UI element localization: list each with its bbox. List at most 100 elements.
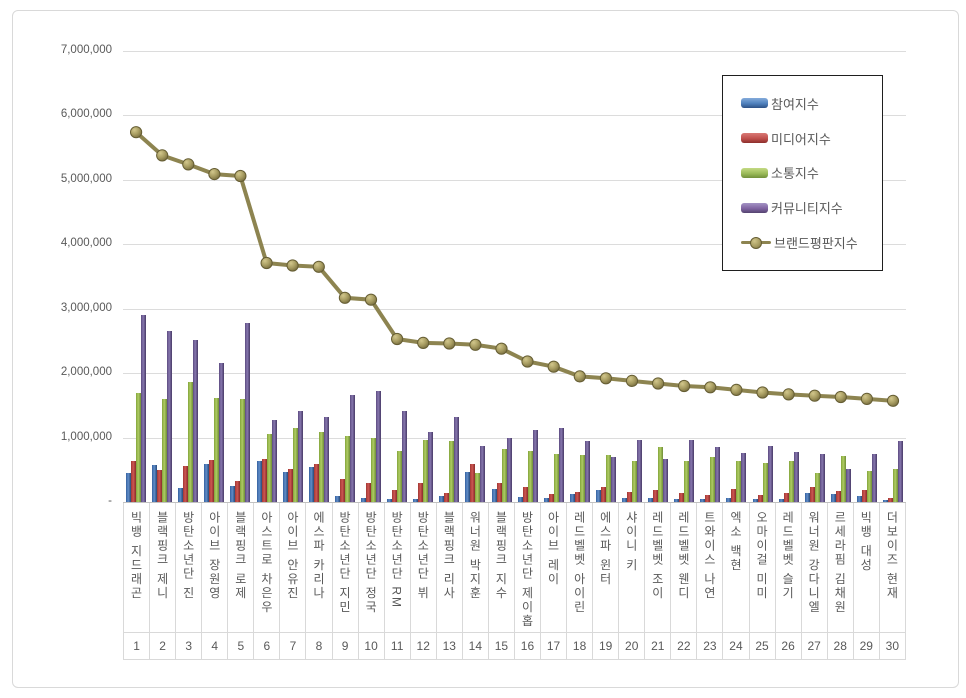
category-cell: 블랙핑크 리사 13: [436, 503, 463, 659]
category-cell: 블랙핑크 로제 5: [228, 503, 255, 659]
legend-item-brand-index: 브랜드평판지수: [741, 233, 882, 252]
category-rank: 6: [263, 639, 271, 653]
bar-커뮤니티지수-rank6: [271, 420, 277, 502]
category-rank: 26: [781, 639, 795, 653]
bar-커뮤니티지수-rank21: [663, 458, 669, 502]
bar-참여지수-rank28: [830, 493, 836, 502]
bar-참여지수-rank12: [413, 498, 419, 502]
bar-미디어지수-rank28: [835, 491, 841, 502]
bar-커뮤니티지수-rank4: [219, 362, 225, 502]
bar-소통지수-rank4: [214, 397, 220, 502]
line-marker-rank15: [495, 342, 508, 355]
bar-소통지수-rank25: [762, 463, 768, 502]
category-cell: 빅뱅 지드래곤 1: [123, 503, 151, 659]
bar-미디어지수-rank17: [548, 493, 554, 502]
bar-소통지수-rank1: [136, 392, 142, 502]
bar-미디어지수-rank16: [522, 486, 528, 502]
bar-미디어지수-rank12: [418, 483, 424, 502]
category-name: 아이브 레이: [541, 503, 567, 633]
category-name: 방탄소년단 지민: [332, 503, 358, 633]
line-marker-rank8: [312, 260, 325, 273]
bar-소통지수-rank19: [605, 455, 611, 502]
category-name: 빅뱅 지드래곤: [124, 503, 150, 633]
bar-참여지수-rank6: [256, 461, 262, 502]
bar-참여지수-rank21: [648, 498, 654, 502]
bar-소통지수-rank11: [397, 450, 403, 502]
line-marker-rank24: [730, 383, 743, 396]
bar-커뮤니티지수-rank1: [141, 314, 147, 502]
category-cell: 아이브 레이 17: [541, 503, 568, 659]
gridline: [123, 115, 906, 117]
category-rank: 5: [237, 639, 245, 653]
category-name: 아이브 안유진: [280, 503, 306, 633]
category-rank: 25: [755, 639, 769, 653]
category-rank: 3: [185, 639, 192, 653]
bar-커뮤니티지수-rank18: [584, 441, 590, 502]
bar-커뮤니티지수-rank28: [845, 469, 851, 502]
y-tick-label: 1,000,000: [60, 430, 112, 443]
bar-미디어지수-rank23: [705, 494, 711, 502]
bar-미디어지수-rank15: [496, 482, 502, 502]
bar-미디어지수-rank7: [287, 468, 293, 502]
line-marker-rank11: [391, 332, 404, 346]
bar-참여지수-rank18: [569, 493, 575, 502]
line-marker-rank19: [599, 372, 613, 385]
bar-소통지수-rank6: [266, 434, 272, 502]
bar-커뮤니티지수-rank24: [741, 453, 747, 502]
category-cell: 방탄소년단 진 3: [176, 503, 203, 659]
category-cell: 방탄소년단 지민 9: [332, 503, 359, 659]
category-name: 레드벨벳 웬디: [671, 503, 697, 633]
category-name: 샤이니 키: [619, 503, 645, 633]
category-cell: 아스트로 차은우 6: [254, 503, 281, 659]
category-rank: 4: [211, 639, 219, 653]
bar-커뮤니티지수-rank14: [480, 445, 486, 502]
x-axis-line: [123, 502, 906, 503]
category-cell: 아이브 안유진 7: [280, 503, 307, 659]
bar-참여지수-rank17: [543, 497, 549, 502]
category-name: 레드벨벳 아이린: [567, 503, 593, 633]
category-rank: 15: [494, 639, 509, 653]
bar-커뮤니티지수-rank9: [349, 395, 355, 502]
bar-참여지수-rank4: [204, 464, 210, 502]
category-name: 에스파 윈터: [593, 503, 619, 633]
category-name: 방탄소년단 RM: [384, 503, 410, 633]
bar-참여지수-rank30: [883, 500, 888, 502]
bar-미디어지수-rank14: [470, 464, 476, 502]
category-name: 방탄소년단 뷔: [410, 503, 436, 633]
bar-소통지수-rank24: [736, 461, 742, 502]
bar-참여지수-rank1: [126, 473, 132, 502]
bar-커뮤니티지수-rank19: [610, 456, 616, 502]
category-cell: 더보이즈 현재 30: [879, 503, 906, 659]
bar-미디어지수-rank13: [444, 493, 450, 502]
bar-미디어지수-rank8: [313, 464, 319, 502]
bar-참여지수-rank9: [334, 496, 340, 502]
line-marker-rank14: [469, 338, 482, 351]
category-rank: 9: [341, 639, 349, 653]
legend-item-communication: 소통지수: [741, 163, 882, 182]
gridline: [123, 437, 906, 439]
line-marker-rank22: [678, 379, 691, 393]
category-cell: 블랙핑크 제니 2: [150, 503, 177, 659]
bar-커뮤니티지수-rank26: [793, 451, 799, 502]
y-tick-label: -: [108, 495, 112, 507]
category-name: 에스파 카리나: [306, 503, 332, 633]
category-rank: 28: [833, 639, 847, 653]
line-marker-rank21: [652, 377, 665, 390]
category-cell: 블랙핑크 지수 15: [488, 503, 515, 659]
bar-커뮤니티지수-rank12: [428, 431, 434, 502]
category-name: 엑소 백현: [723, 503, 749, 633]
bar-소통지수-rank13: [449, 440, 455, 502]
line-marker-rank12: [417, 336, 430, 349]
category-rank: 2: [159, 639, 166, 653]
legend: 참여지수 미디어지수 소통지수 커뮤니티지수 브랜드평판지수: [722, 75, 883, 271]
x-axis: 빅뱅 지드래곤 1 블랙핑크 제니 2 방탄소년단 진 3 아이브 장원영 4 블랙핑크 로제 5…: [123, 503, 906, 660]
line-marker-rank10: [364, 293, 378, 306]
bar-참여지수-rank19: [595, 489, 601, 502]
bar-커뮤니티지수-rank17: [558, 427, 564, 502]
bar-미디어지수-rank5: [235, 480, 241, 502]
bar-커뮤니티지수-rank25: [767, 445, 773, 502]
bar-소통지수-rank9: [344, 435, 350, 502]
bar-소통지수-rank15: [501, 449, 507, 502]
category-name: 블랙핑크 로제: [228, 503, 254, 633]
